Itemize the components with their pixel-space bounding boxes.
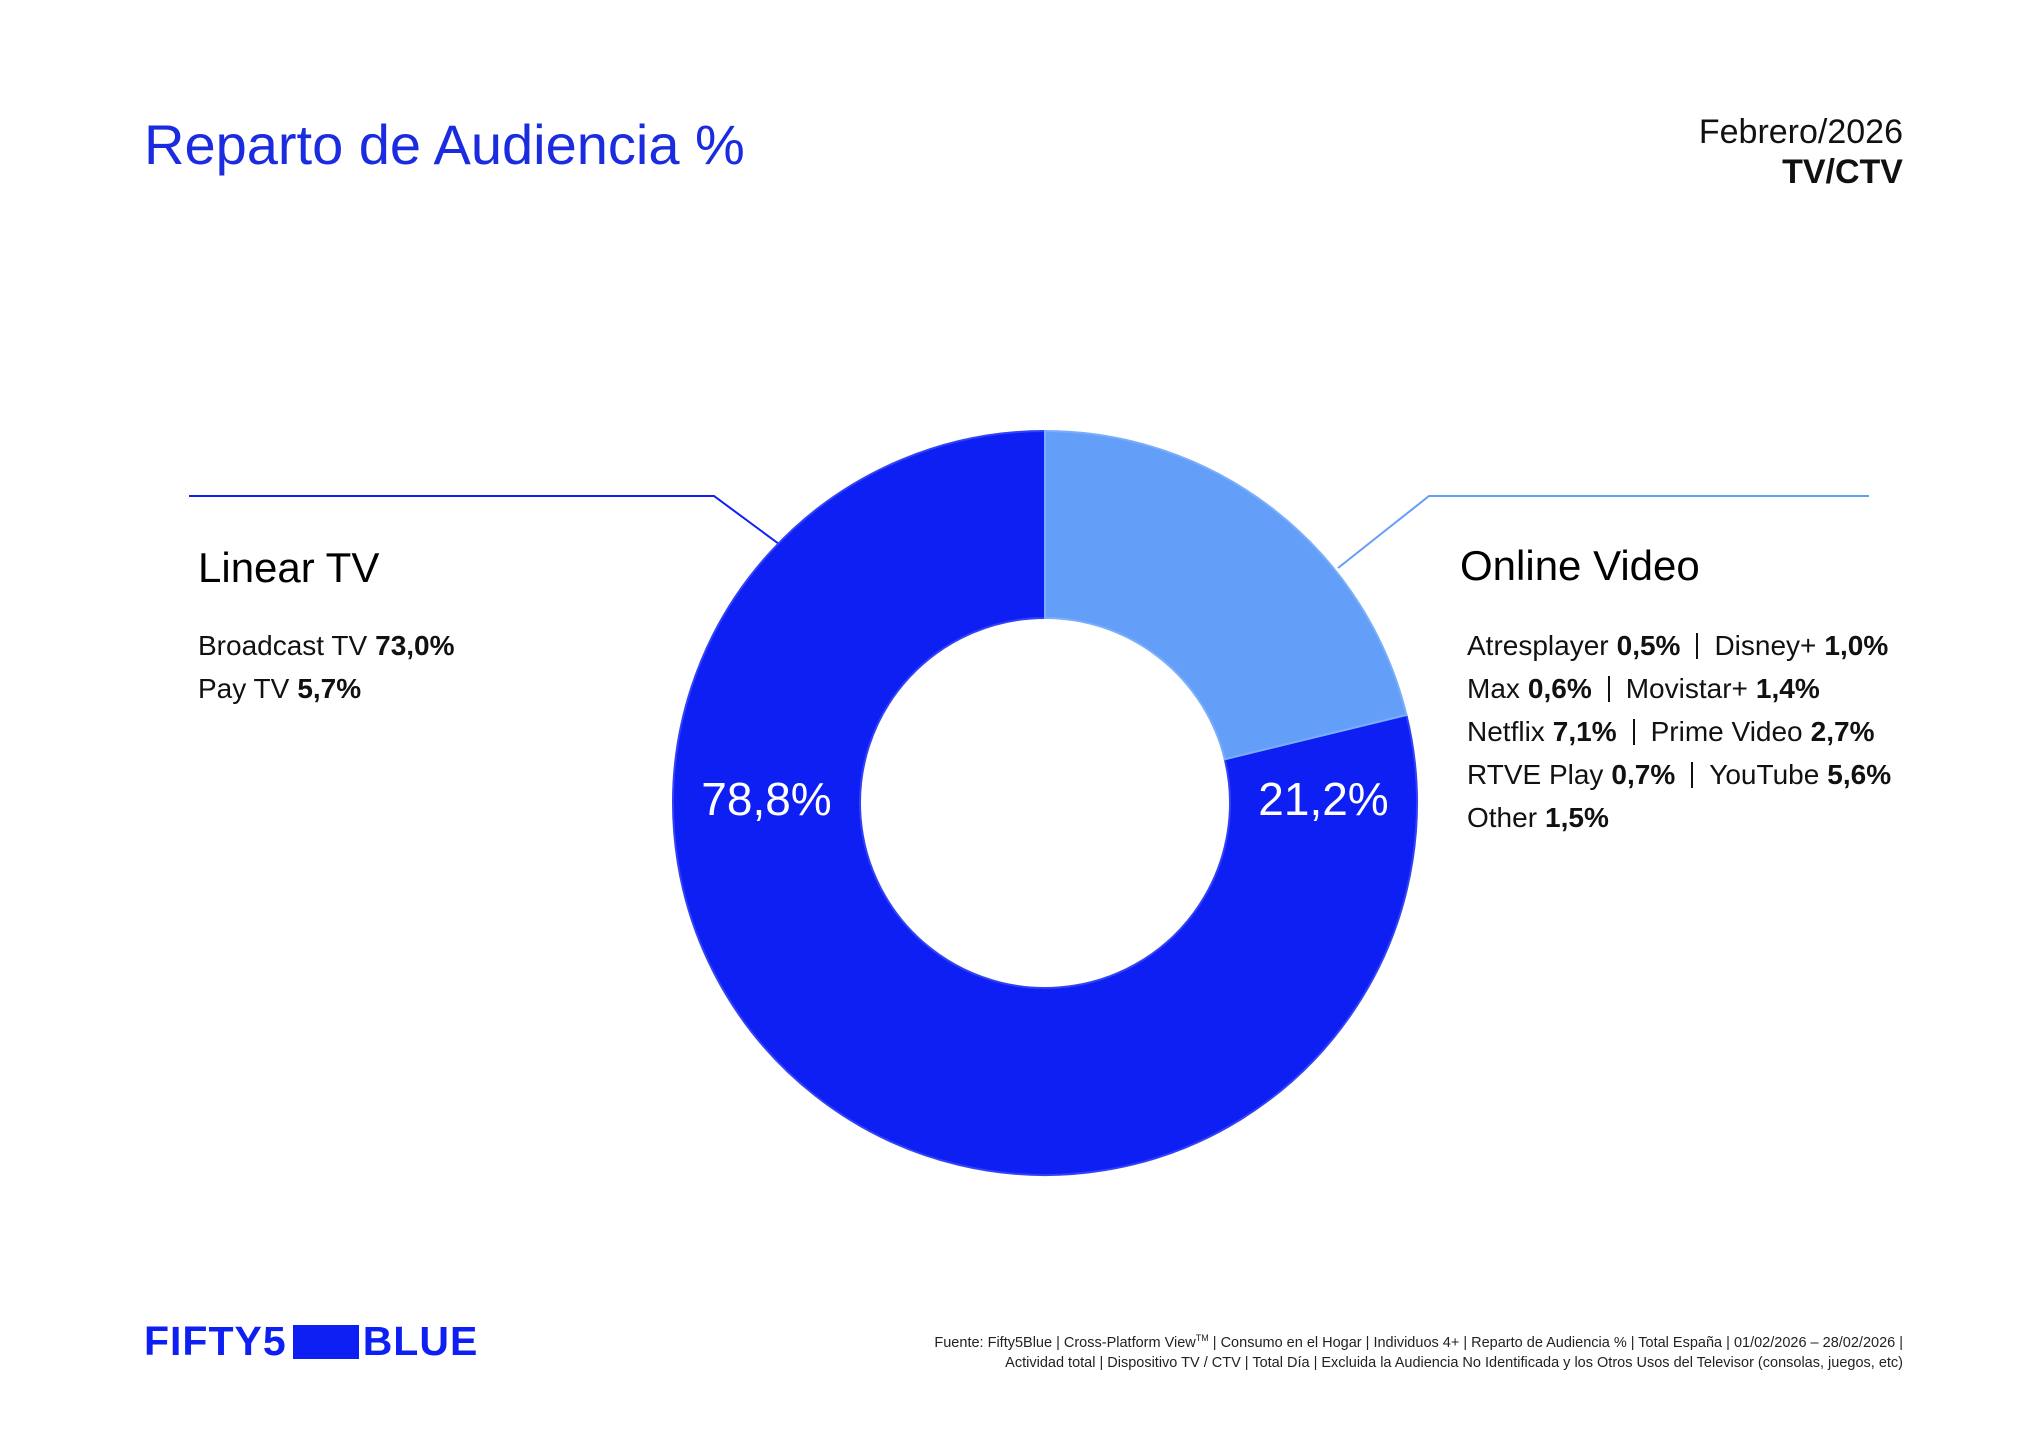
breakdown-row: Other 1,5% xyxy=(1467,796,1891,839)
source-text: | Consumo en el Hogar | Individuos 4+ | … xyxy=(1208,1334,1903,1351)
item-name: Prime Video xyxy=(1650,716,1803,747)
item-name: Other xyxy=(1467,802,1538,833)
logo-text: FIFTY5 xyxy=(144,1318,287,1364)
period: Febrero/2026 TV/CTV xyxy=(1699,112,1903,192)
item-name: Disney+ xyxy=(1714,630,1817,661)
item-name: Netflix xyxy=(1467,716,1545,747)
breakdown-list: Atresplayer 0,5% Disney+ 1,0% Max 0,6% Movista… xyxy=(1467,624,1891,839)
logo: FIFTY5 BLUE xyxy=(144,1318,478,1365)
donut-slice xyxy=(672,429,1418,1176)
separator xyxy=(1691,761,1694,788)
scope: TV/CTV xyxy=(1782,153,1903,191)
chart-title: Reparto de Audiencia % xyxy=(144,113,745,176)
item-name: Pay TV xyxy=(198,673,290,704)
item-share: 0,5% xyxy=(1616,630,1681,661)
item-name: YouTube xyxy=(1709,759,1820,790)
item-name: RTVE Play xyxy=(1467,759,1604,790)
breakdown-row: Netflix 7,1% Prime Video 2,7% xyxy=(1467,710,1891,753)
breakdown-row: Broadcast TV 73,0% xyxy=(198,624,455,667)
item-name: Max xyxy=(1467,673,1520,704)
item-name: Movistar+ xyxy=(1625,673,1748,704)
item-share: 1,4% xyxy=(1755,673,1820,704)
item-share: 73,0% xyxy=(375,630,455,661)
category-label: Online Video xyxy=(1460,542,1700,589)
period-date: Febrero/2026 xyxy=(1698,113,1903,151)
item-share: 1,0% xyxy=(1824,630,1889,661)
separator xyxy=(1696,632,1699,659)
item-share: 5,6% xyxy=(1827,759,1892,790)
value-label: 21,2% xyxy=(1258,773,1388,825)
breakdown-row: Pay TV 5,7% xyxy=(198,667,455,710)
value-label: 78,8% xyxy=(701,773,831,825)
item-name: Broadcast TV xyxy=(198,630,368,661)
item-share: 7,1% xyxy=(1552,716,1617,747)
source-text: Fuente: Fifty5Blue | Cross-Platform View xyxy=(934,1334,1196,1351)
logo-block xyxy=(292,1324,359,1359)
breakdown-row: Max 0,6% Movistar+ 1,4% xyxy=(1467,667,1891,710)
item-share: 2,7% xyxy=(1810,716,1875,747)
source-text: Actividad total | Dispositivo TV / CTV |… xyxy=(1005,1354,1903,1371)
breakdown-row: RTVE Play 0,7% YouTube 5,6% xyxy=(1467,753,1891,796)
separator xyxy=(1607,675,1610,702)
category-label: Linear TV xyxy=(198,544,380,591)
breakdown-row: Atresplayer 0,5% Disney+ 1,0% xyxy=(1467,624,1891,667)
item-share: 0,6% xyxy=(1527,673,1592,704)
breakdown-list: Broadcast TV 73,0% Pay TV 5,7% xyxy=(198,624,455,710)
item-share: 1,5% xyxy=(1545,802,1609,833)
item-share: 0,7% xyxy=(1611,759,1676,790)
donut: 78,8% 21,2% xyxy=(672,429,1418,1176)
logo-text: BLUE xyxy=(362,1318,479,1364)
donut-slice xyxy=(1044,429,1408,761)
leader-line xyxy=(1337,495,1869,569)
leader-line xyxy=(189,495,780,545)
trademark: TM xyxy=(1195,1333,1209,1343)
item-name: Atresplayer xyxy=(1467,630,1609,661)
item-share: 5,7% xyxy=(297,673,362,704)
separator xyxy=(1632,718,1635,745)
source-note: Fuente: Fifty5Blue | Cross-Platform View… xyxy=(934,1328,1903,1373)
